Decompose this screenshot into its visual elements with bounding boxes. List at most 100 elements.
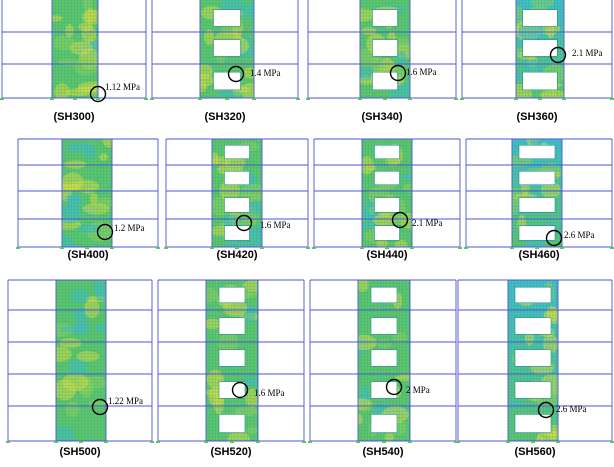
wall-opening [370, 286, 398, 304]
frame-drawing [150, 0, 300, 100]
max-stress-marker [96, 223, 114, 241]
model-panel: 1.6 MPa (SH520) [156, 279, 306, 460]
model-panel: 1.22 MPa (SH500) [6, 279, 154, 460]
wall-opening [370, 381, 398, 399]
frame-drawing [164, 138, 310, 249]
max-stress-marker [89, 85, 107, 103]
max-stress-value: 2.6 MPa [564, 230, 595, 240]
frame-drawing [456, 279, 614, 443]
model-panel: 1.2 MPa (SH400) [16, 138, 160, 263]
wall-opening [213, 71, 241, 91]
wall-opening [522, 9, 558, 27]
max-stress-value: 1.6 MPa [254, 388, 285, 398]
panel-label: (SH460) [518, 249, 560, 261]
wall-opening [522, 71, 558, 91]
panel-label: (SH340) [361, 111, 403, 123]
frame-lines [151, 0, 299, 99]
wall-opening [514, 349, 552, 367]
frame-drawing [6, 279, 154, 443]
frame-drawing [460, 0, 614, 100]
wall-opening [372, 9, 398, 27]
max-stress-value: 1.12 MPa [105, 82, 141, 92]
max-stress-marker [537, 401, 555, 419]
max-stress-value: 2.6 MPa [556, 404, 587, 414]
frame-drawing [312, 138, 462, 249]
frame-drawing [308, 279, 458, 443]
max-stress-value: 1.6 MPa [260, 220, 291, 230]
panel-label: (SH420) [216, 249, 258, 261]
panel-label: (SH540) [362, 446, 404, 458]
frame-lines [157, 279, 305, 442]
frame-lines [457, 279, 613, 442]
frame-lines [7, 279, 153, 442]
wall-opening [218, 317, 246, 335]
wall-opening [370, 414, 398, 433]
panel-label: (SH440) [366, 249, 408, 261]
max-stress-value: 2 MPa [406, 385, 430, 395]
model-panel: 1.4 MPa (SH320) [150, 0, 300, 125]
wall-opening [213, 39, 241, 57]
frame-lines [307, 0, 457, 99]
max-stress-marker [549, 46, 567, 64]
frame-drawing [156, 279, 306, 443]
wall-opening [514, 317, 552, 335]
wall-opening [372, 39, 398, 57]
wall-opening [514, 381, 552, 399]
panel-label: (SH360) [516, 111, 558, 123]
wall-opening [224, 144, 250, 160]
panel-label: (SH320) [204, 111, 246, 123]
wall-opening [218, 414, 246, 433]
wall-opening [374, 197, 400, 213]
wall-opening [374, 170, 400, 186]
panel-label: (SH520) [210, 446, 252, 458]
wall-opening [374, 144, 400, 160]
wall-opening [370, 317, 398, 335]
model-panel: 1.6 MPa (SH420) [164, 138, 310, 263]
model-panel: 2.1 MPa (SH440) [312, 138, 462, 263]
max-stress-marker [231, 381, 249, 399]
max-stress-marker [389, 64, 407, 82]
model-panel: 1.6 MPa (SH340) [306, 0, 458, 125]
frame-drawing [306, 0, 458, 100]
frame-lines [461, 0, 613, 99]
frame-lines [1, 0, 147, 99]
wall-opening [224, 170, 250, 186]
wall-opening [370, 349, 398, 367]
max-stress-marker [227, 65, 245, 83]
wall-opening [372, 71, 398, 91]
max-stress-value: 1.2 MPa [114, 223, 145, 233]
frame-drawing [464, 138, 614, 249]
wall-opening [518, 170, 556, 186]
wall-opening [218, 286, 246, 304]
wall-opening [514, 414, 552, 433]
wall-opening [518, 197, 556, 213]
model-panel: 2.1 MPa (SH360) [460, 0, 614, 125]
wall-opening [224, 197, 250, 213]
max-stress-marker [235, 214, 253, 232]
wall-opening [518, 225, 556, 241]
wall-opening [518, 144, 556, 160]
wall-opening [213, 9, 241, 27]
panel-label: (SH500) [59, 446, 101, 458]
max-stress-value: 2.1 MPa [412, 218, 443, 228]
max-stress-value: 2.1 MPa [572, 48, 603, 58]
frame-drawing [0, 0, 148, 103]
panel-label: (SH300) [53, 111, 95, 123]
panel-label: (SH400) [67, 249, 109, 261]
model-panel: 2.6 MPa (SH460) [464, 138, 614, 263]
max-stress-value: 1.22 MPa [108, 396, 144, 406]
model-panel: 2 MPa (SH540) [308, 279, 458, 460]
model-panel: 1.12 MPa (SH300) [0, 0, 148, 125]
max-stress-value: 1.4 MPa [250, 68, 281, 78]
wall-opening [224, 225, 250, 241]
wall-opening [218, 349, 246, 367]
model-panel: 2.6 MPa (SH560) [456, 279, 614, 460]
max-stress-marker [391, 211, 409, 229]
max-stress-marker [545, 229, 563, 247]
frame-drawing [16, 138, 160, 249]
max-stress-marker [385, 378, 403, 396]
frame-lines [309, 279, 457, 442]
wall-opening [514, 286, 552, 304]
panel-label: (SH560) [514, 446, 556, 458]
wall-opening [374, 225, 400, 241]
